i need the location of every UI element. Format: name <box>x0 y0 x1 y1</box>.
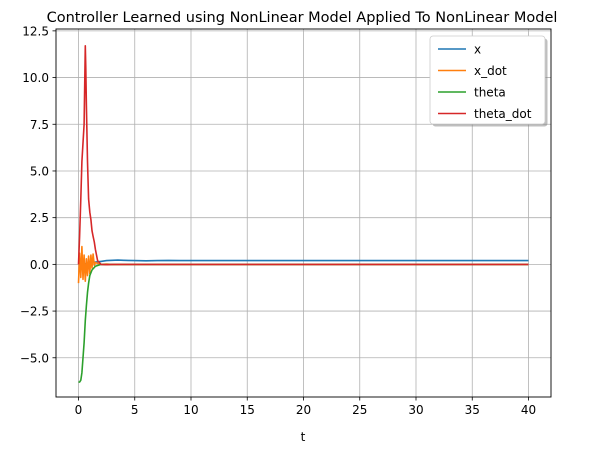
legend-label: theta_dot <box>474 107 532 121</box>
legend-label: x <box>474 43 481 57</box>
legend-label: theta <box>474 86 506 100</box>
x-tick-label: 15 <box>240 403 255 417</box>
y-tick-label: 5.0 <box>30 164 49 178</box>
y-tick-label: −5.0 <box>20 351 49 365</box>
x-tick-label: 40 <box>521 403 536 417</box>
y-tick-label: 12.5 <box>22 24 49 38</box>
legend-label: x_dot <box>474 64 507 78</box>
legend-box <box>429 35 546 125</box>
chart-title: Controller Learned using NonLinear Model… <box>47 10 558 26</box>
x-tick-label: 35 <box>465 403 480 417</box>
y-tick-label: −2.5 <box>20 305 49 319</box>
y-tick-label: 2.5 <box>30 211 49 225</box>
series-layer <box>77 44 529 383</box>
x-tick-label: 5 <box>131 403 139 417</box>
x-tick-label: 20 <box>296 403 311 417</box>
x-axis-label: t <box>301 430 306 444</box>
x-tick-label: 10 <box>183 403 198 417</box>
x-tick-label: 30 <box>408 403 423 417</box>
y-tick-label: 10.0 <box>22 71 49 85</box>
series-line-theta-dot <box>77 44 529 266</box>
x-tick-label: 25 <box>352 403 367 417</box>
x-tick-label: 0 <box>75 403 83 417</box>
y-tick-label: 7.5 <box>30 118 49 132</box>
y-tick-label: 0.0 <box>30 258 49 272</box>
ticks-layer: 0 5 10 15 20 25 30 35 40 −5.0 −2.5 0.0 2.5 5.0 7.5 10.0… <box>20 24 536 417</box>
